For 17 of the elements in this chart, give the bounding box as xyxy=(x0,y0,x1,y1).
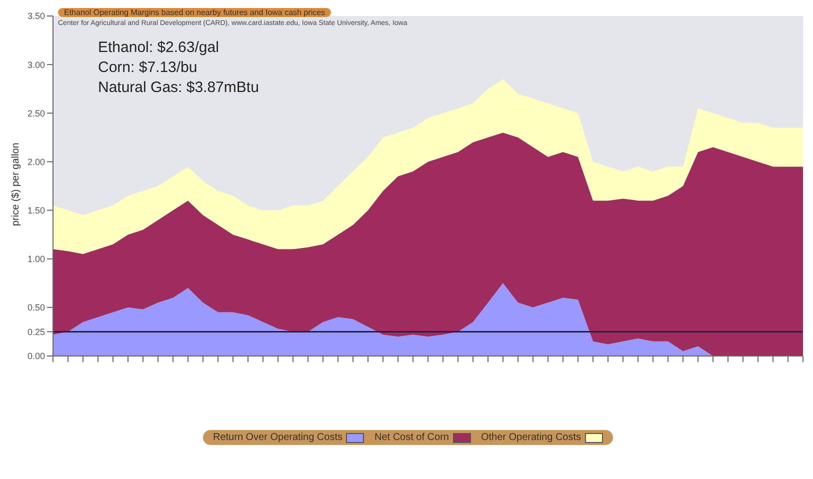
annotation: Corn: $7.13/bu xyxy=(98,58,198,78)
y-tick-label: 1.50 xyxy=(27,205,45,216)
legend-label: Net Cost of Corn xyxy=(374,432,450,443)
legend-label: Return Over Operating Costs xyxy=(212,432,344,443)
legend-label: Other Operating Costs xyxy=(480,432,582,443)
y-tick-label: 2.00 xyxy=(27,156,45,167)
y-tick-label: 3.50 xyxy=(27,11,45,22)
y-tick-label: 0.00 xyxy=(27,351,45,362)
y-tick-label: 1.00 xyxy=(27,254,45,264)
y-tick-label: 0.50 xyxy=(27,302,45,313)
y-tick-label: 2.50 xyxy=(27,108,45,118)
y-tick-label: 3.00 xyxy=(27,60,45,70)
chart-title: Ethanol Operating Margins based on nearby futures and Iowa cash prices xyxy=(58,8,332,17)
y-axis-title: price ($) per gallon xyxy=(10,142,22,226)
annotation: Ethanol: $2.63/gal xyxy=(98,38,220,58)
y-tick-label: 0.25 xyxy=(27,326,45,337)
annotation: Natural Gas: $3.87mBtu xyxy=(98,78,259,98)
